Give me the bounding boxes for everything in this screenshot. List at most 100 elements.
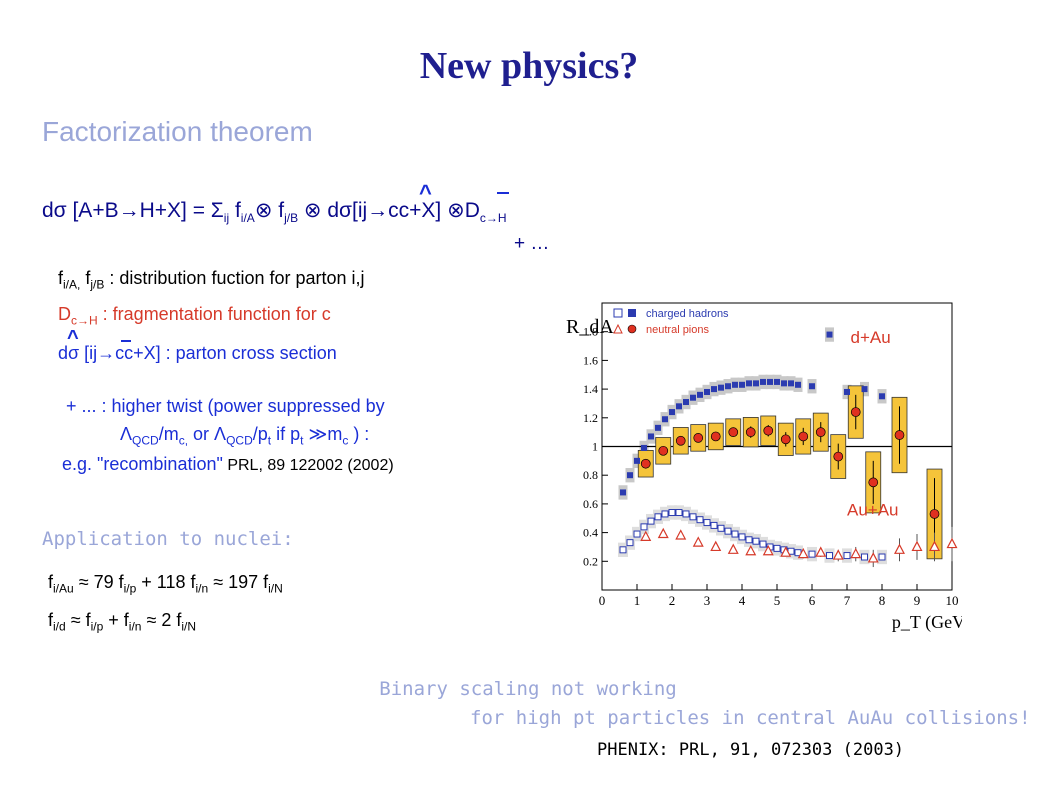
- def-cross-section: dσ [ij→cc+X] : parton cross section: [58, 343, 337, 363]
- dau-pion-point: [815, 427, 826, 437]
- auau-charged-point: [738, 533, 746, 541]
- n2-4: + f: [103, 610, 129, 630]
- dau-pion-point: [640, 458, 651, 469]
- dau-pion-point: [894, 430, 905, 440]
- n1-4: + 118 f: [136, 572, 196, 592]
- legend-open-square: [613, 308, 623, 318]
- def1-text: : distribution fuction for parton i,j: [104, 268, 365, 288]
- y-tick-label: 0.2: [583, 554, 598, 568]
- n1-7: i/N: [268, 581, 283, 596]
- legend-label-pions: neutral pions: [646, 324, 709, 336]
- y-tick-label: 1.4: [583, 382, 598, 396]
- n1-5: i/n: [195, 581, 209, 596]
- y-tick-label: 0.6: [583, 497, 598, 511]
- auau-charged-point: [661, 510, 669, 518]
- n2-0: f: [48, 610, 54, 630]
- legend-label-charged: charged hadrons: [646, 308, 729, 320]
- rda-chart: 0.2 0.4 0.6 0.8 1 1.2 1.4 1.6 1.8 0 1 2 3 4 5 6 7 8 9 10 R_d…: [566, 302, 962, 633]
- dau-pion-point: [763, 425, 774, 436]
- auau-charged-point: [752, 537, 760, 545]
- tw-s4: t: [267, 433, 272, 448]
- auau-charged-point: [654, 513, 662, 521]
- auau-charged-point: [696, 516, 704, 524]
- x-tick-label: 0: [599, 593, 606, 608]
- tw-a: Λ: [120, 424, 133, 444]
- auau-charged-point: [826, 552, 833, 560]
- nuclei-line-d: fi/d ≈ fi/p + fi/n ≈ 2 fi/N: [48, 610, 196, 634]
- tw-s1: QCD: [132, 433, 159, 448]
- auau-charged-point: [626, 539, 634, 547]
- dau-pion-point: [780, 434, 791, 445]
- dau-charged-point: [753, 380, 759, 387]
- x-axis-label: p_T (GeV/c): [892, 612, 962, 633]
- auau-pion-point: [780, 546, 792, 557]
- dau-charged-point: [627, 472, 633, 479]
- dau-charged-point: [655, 424, 661, 431]
- auau-pion-point: [911, 540, 923, 552]
- dau-pion-point: [675, 435, 686, 446]
- antiquark-bar-2: [121, 340, 131, 342]
- auau-charged-point: [682, 510, 690, 518]
- auau-charged-point: [759, 540, 767, 548]
- auau-pion-point: [727, 543, 739, 554]
- auau-charged-point: [773, 544, 781, 552]
- eq-mid: ⊗ dσ[ij→cc+X] ⊗D: [298, 199, 480, 222]
- twist-line3: e.g. "recombination" PRL, 89 122002 (200…: [62, 454, 394, 475]
- x-tick-label: 2: [669, 593, 676, 608]
- caption-line1: Binary scaling not working: [379, 678, 677, 700]
- eq-trailing: + …: [514, 233, 550, 254]
- n2-7: i/N: [181, 619, 197, 634]
- caption-line2: for high pt particles in central AuAu co…: [470, 707, 1031, 729]
- auau-charged-point: [668, 509, 676, 517]
- dau-pion-point: [798, 431, 809, 442]
- n1-1: i/Au: [53, 581, 74, 596]
- tw-recomb: e.g. "recombination": [62, 454, 223, 474]
- dau-charged-point: [718, 384, 724, 391]
- eq-sum-sub: ij: [223, 211, 230, 226]
- dau-charged-point: [781, 380, 787, 387]
- auau-charged-point: [675, 509, 683, 517]
- dau-charged-point: [861, 386, 868, 393]
- tw-s3: QCD: [226, 433, 253, 448]
- dau-charged-point: [746, 380, 752, 387]
- dau-pion-point: [658, 445, 669, 456]
- auau-pion-point: [692, 536, 704, 547]
- dau-charged-point: [669, 409, 675, 416]
- reference: PHENIX: PRL, 91, 072303 (2003): [597, 740, 905, 760]
- tw-b: /m: [158, 424, 179, 444]
- antiquark-bar-1: [497, 192, 509, 194]
- auau-charged-point: [878, 553, 886, 561]
- auau-charged-point: [619, 546, 627, 554]
- dau-charged-point: [676, 403, 682, 410]
- eq-main: dσ [A+B→H+X] = Σ: [42, 199, 224, 222]
- def-fragmentation: Dc→H : fragmentation function for c: [58, 304, 331, 328]
- dau-charged-point: [774, 378, 780, 385]
- y-tick-label: 1.2: [583, 411, 598, 425]
- def-distribution: fi/A, fj/B : distribution fuction for pa…: [58, 268, 365, 292]
- auau-charged-point: [633, 530, 641, 538]
- n2-2: ≈ f: [65, 610, 91, 630]
- legend-open-triangle: [613, 323, 623, 334]
- dau-charged-point: [641, 444, 647, 451]
- dau-charged-point: [704, 388, 710, 395]
- dau-charged-point: [826, 331, 833, 338]
- auau-pion-point: [867, 552, 879, 563]
- auau-pion-point: [797, 547, 809, 559]
- auau-charged-point: [689, 513, 697, 521]
- dau-pion-point: [710, 431, 721, 442]
- auau-charged-point: [710, 521, 718, 529]
- auau-charged-point: [731, 530, 739, 538]
- auau-charged-point: [717, 524, 725, 532]
- dau-charged-point: [711, 386, 717, 393]
- dau-charged-point: [620, 489, 626, 496]
- auau-pion-point: [675, 529, 687, 540]
- auau-pion-point: [894, 543, 905, 554]
- x-tick-label: 4: [739, 593, 746, 608]
- y-tick-label: 1.8: [583, 325, 598, 339]
- tw-g: ) :: [348, 424, 370, 444]
- tw-d: /p: [252, 424, 268, 444]
- x-tick-label: 1: [634, 593, 641, 608]
- def2-sub: c→H: [71, 313, 98, 328]
- dau-charged-point: [788, 380, 794, 387]
- def1-f: f: [58, 268, 64, 288]
